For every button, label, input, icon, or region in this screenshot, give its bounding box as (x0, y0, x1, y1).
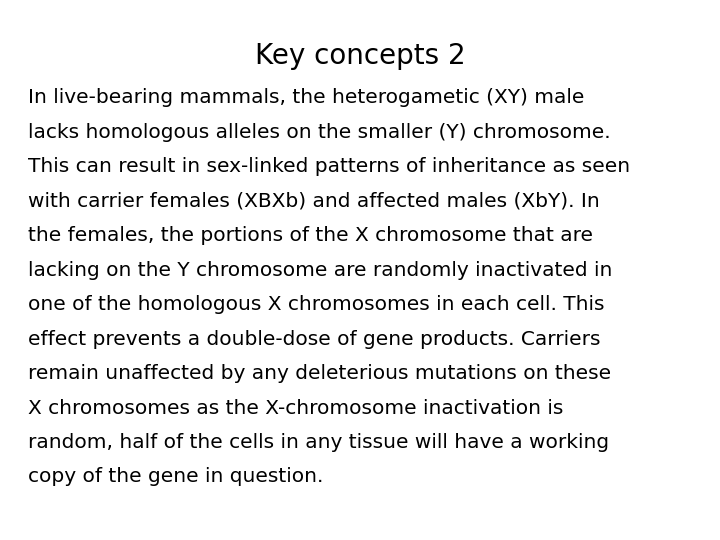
Text: remain unaffected by any deleterious mutations on these: remain unaffected by any deleterious mut… (28, 364, 611, 383)
Text: the females, the portions of the X chromosome that are: the females, the portions of the X chrom… (28, 226, 593, 245)
Text: In live-bearing mammals, the heterogametic (XY) male: In live-bearing mammals, the heterogamet… (28, 88, 585, 107)
Text: effect prevents a double-dose of gene products. Carriers: effect prevents a double-dose of gene pr… (28, 329, 600, 348)
Text: This can result in sex-linked patterns of inheritance as seen: This can result in sex-linked patterns o… (28, 157, 630, 176)
Text: lacks homologous alleles on the smaller (Y) chromosome.: lacks homologous alleles on the smaller … (28, 123, 611, 141)
Text: X chromosomes as the X-chromosome inactivation is: X chromosomes as the X-chromosome inacti… (28, 399, 563, 417)
Text: lacking on the Y chromosome are randomly inactivated in: lacking on the Y chromosome are randomly… (28, 260, 613, 280)
Text: with carrier females (XBXb) and affected males (XbY). In: with carrier females (XBXb) and affected… (28, 192, 600, 211)
Text: random, half of the cells in any tissue will have a working: random, half of the cells in any tissue … (28, 433, 609, 452)
Text: one of the homologous X chromosomes in each cell. This: one of the homologous X chromosomes in e… (28, 295, 605, 314)
Text: copy of the gene in question.: copy of the gene in question. (28, 468, 323, 487)
Text: Key concepts 2: Key concepts 2 (255, 42, 465, 70)
